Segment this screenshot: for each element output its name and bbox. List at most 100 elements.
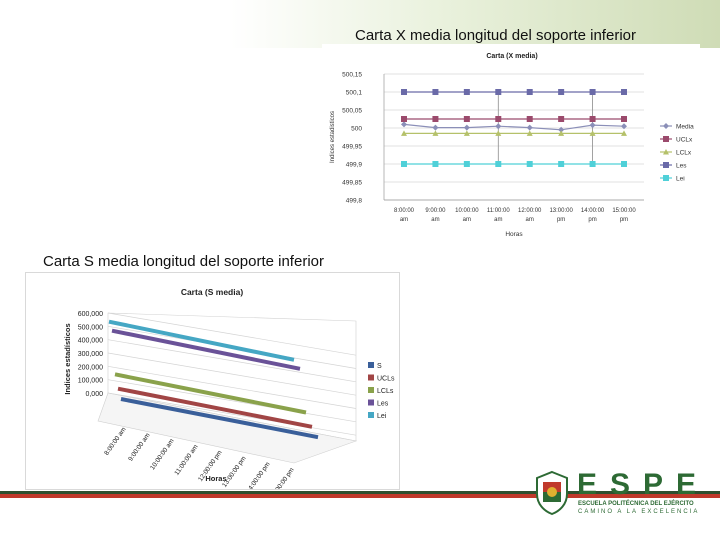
data-point <box>621 123 627 130</box>
legend-item: LCLx <box>660 149 692 157</box>
s-media-chart-panel: Carta (S media) 600,000 500,000 400,000 300,… <box>25 272 400 500</box>
series-line <box>403 123 625 131</box>
x-tick-label: 13:00:00 pm <box>221 455 247 489</box>
legend-item: Les <box>368 399 389 408</box>
x-tick-label: 14:00:00 pm <box>245 461 271 489</box>
y-tick-label: 499,85 <box>342 180 362 187</box>
y-tick-label: 400,000 <box>78 338 103 345</box>
x-tick-label: 9:00:00 am <box>127 432 151 463</box>
x-tick-label: 10:00:00 <box>455 208 479 214</box>
series-line <box>108 319 295 362</box>
series-media <box>401 121 627 133</box>
x-tick-label: 12:00:00 <box>518 208 542 214</box>
data-point <box>495 123 502 130</box>
y-tick-label: 100,000 <box>78 378 103 385</box>
y-axis-label: Indices estadísticos <box>63 323 72 394</box>
series-line <box>117 386 313 429</box>
data-point <box>621 161 627 167</box>
legend-item: Lei <box>368 412 387 420</box>
legend-label: UCLs <box>377 376 395 383</box>
x-media-chart: Carta (X media) 500,15 500,1 500,05 500 499,9… <box>330 53 694 238</box>
legend-label: Les <box>377 401 389 408</box>
x-tick-label-suffix: pm <box>588 217 596 223</box>
data-point <box>589 116 596 122</box>
data-point <box>495 116 502 122</box>
data-point <box>463 130 470 136</box>
x-tick-label: 8:00:00 am <box>103 426 127 457</box>
series-line <box>111 328 301 371</box>
data-point <box>463 89 470 95</box>
legend-label: LCLs <box>377 388 394 395</box>
y-tick-label: 500,15 <box>342 72 362 79</box>
slide-title-s-chart: Carta S media longitud del soporte infer… <box>43 253 324 270</box>
data-point <box>558 116 565 122</box>
series-line <box>114 372 307 415</box>
legend-label: LCLx <box>676 150 692 157</box>
data-point <box>558 89 565 95</box>
data-point <box>526 116 533 122</box>
x-tick-label-suffix: am <box>526 217 534 223</box>
chart-title: Carta (S media) <box>181 287 244 297</box>
series-lei <box>108 319 295 362</box>
espe-logo-motto: CAMINO A LA EXCELENCIA <box>578 509 700 515</box>
y-tick-label: 500 <box>351 126 362 133</box>
footer-bar-dark <box>0 491 720 494</box>
footer-bar-red <box>0 494 720 498</box>
gridline <box>107 312 357 356</box>
x-axis-label: Horas <box>505 231 523 238</box>
data-point <box>589 130 596 136</box>
gridline <box>107 339 357 383</box>
x-tick-label-suffix: am <box>400 217 408 223</box>
legend-item: LCLs <box>368 387 394 395</box>
data-point <box>621 130 627 136</box>
x-media-chart-panel: Carta (X media) 500,15 500,1 500,05 500 499,9… <box>322 44 700 244</box>
legend-marker <box>663 123 669 129</box>
data-point <box>558 126 565 133</box>
legend-label: Lei <box>676 176 685 183</box>
gridline <box>107 392 357 436</box>
series-les <box>401 89 627 95</box>
legend-label: S <box>377 363 382 370</box>
legend-marker <box>663 175 669 181</box>
legend-marker <box>663 162 669 168</box>
legend-item: Lei <box>660 175 685 183</box>
x-tick-label: 9:00:00 <box>425 208 446 214</box>
series-lclx <box>401 130 627 136</box>
y-tick-label: 500,000 <box>78 324 103 331</box>
series-ucls <box>117 386 313 429</box>
data-point <box>621 89 627 95</box>
espe-shield-icon <box>536 470 568 516</box>
y-tick-label: 300,000 <box>78 351 103 358</box>
espe-logo-word: ESPE <box>577 468 710 501</box>
data-point <box>495 161 502 167</box>
gridline <box>107 352 357 396</box>
x-tick-label-suffix: pm <box>620 217 628 223</box>
data-point <box>401 161 407 167</box>
legend-marker <box>663 149 669 155</box>
data-point <box>432 89 439 95</box>
legend-label: Les <box>676 163 687 170</box>
legend-swatch <box>368 412 374 418</box>
y-tick-label: 500,05 <box>342 108 362 115</box>
data-point <box>526 130 533 136</box>
x-tick-label-suffix: am <box>463 217 471 223</box>
data-point <box>432 161 439 167</box>
data-point <box>558 161 565 167</box>
y-tick-label: 500,1 <box>346 90 363 97</box>
series-lei <box>401 161 627 167</box>
data-point <box>589 161 596 167</box>
data-point <box>621 116 627 122</box>
series-uclx <box>401 116 627 122</box>
x-tick-label-suffix: am <box>431 217 439 223</box>
s-media-chart: Carta (S media) 600,000 500,000 400,000 300,… <box>63 287 395 500</box>
data-point <box>432 130 439 136</box>
data-point <box>401 89 407 95</box>
legend-swatch <box>368 387 374 393</box>
legend-item: UCLs <box>368 374 395 383</box>
series-s <box>120 397 319 440</box>
gridline <box>107 365 357 409</box>
data-point <box>495 89 502 95</box>
y-tick-label: 200,000 <box>78 364 103 371</box>
x-tick-label: 15:00:00 pm <box>269 467 295 489</box>
chart-title: Carta (X media) <box>486 53 537 60</box>
